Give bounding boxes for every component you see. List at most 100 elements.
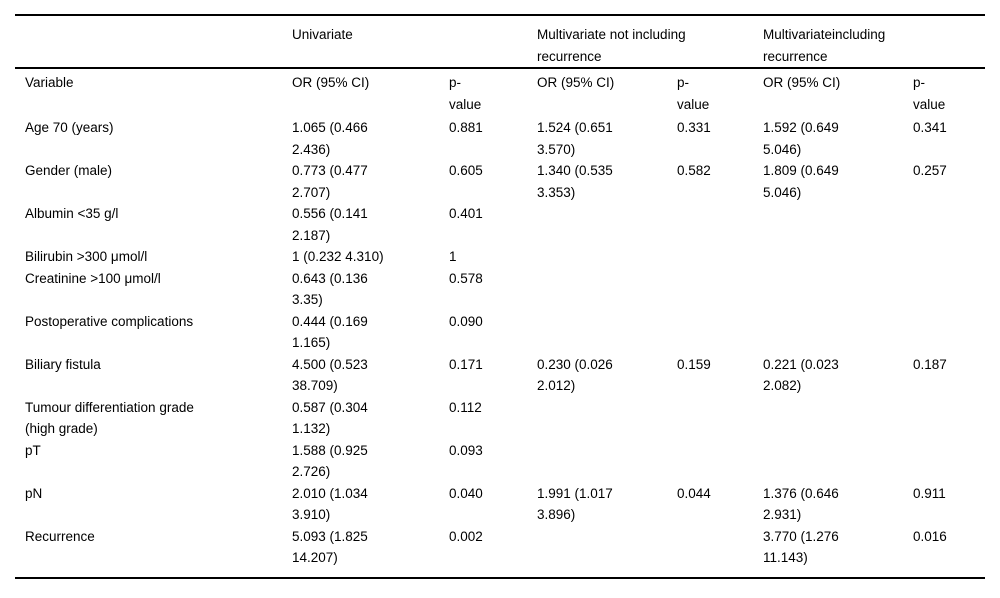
row-variable: Biliary fistula — [25, 356, 101, 372]
cell-p: 0.093 — [449, 442, 483, 458]
cell-or: 1.809 (0.649 5.046) — [763, 163, 839, 200]
cell-or — [763, 203, 913, 246]
cell-or: 0.556 (0.141 2.187) — [292, 206, 368, 243]
cell-p — [677, 397, 763, 440]
cell-p — [913, 311, 985, 354]
cell-or: 3.770 (1.276 11.143) — [763, 528, 839, 566]
column-header-or-multivariate-recurrence: OR (95% CI) — [763, 75, 841, 90]
cell-or: 0.643 (0.136 3.35) — [292, 270, 368, 308]
table-row: Tumour differentiation grade (high grade… — [15, 397, 985, 440]
column-header-p-multivariate-recurrence: p- value — [913, 75, 946, 112]
cell-p — [913, 203, 985, 246]
cell-p: 0.881 — [449, 120, 483, 135]
cell-or — [537, 397, 677, 440]
column-header-p-multivariate-no-recurrence: p- value — [677, 75, 710, 112]
cell-or — [537, 203, 677, 246]
cell-p: 0.090 — [449, 313, 483, 329]
cell-or — [763, 440, 913, 483]
row-variable: pT — [25, 442, 41, 458]
cell-or: 1.991 (1.017 3.896) — [537, 485, 613, 523]
cell-p: 0.187 — [913, 356, 947, 372]
cell-p: 0.257 — [913, 163, 947, 178]
column-header-or-univariate: OR (95% CI) — [292, 75, 370, 90]
column-header-or-multivariate-no-recurrence: OR (95% CI) — [537, 75, 615, 90]
row-variable: Postoperative complications — [25, 313, 194, 329]
group-header-multivariate-no-recurrence: Multivariate not including recurrence — [537, 15, 763, 69]
cell-p: 0.016 — [913, 528, 947, 544]
cell-p — [677, 246, 763, 268]
cell-or: 1.065 (0.466 2.436) — [292, 120, 368, 157]
cell-or — [763, 311, 913, 354]
cell-p: 0.159 — [677, 356, 711, 372]
row-variable: Age 70 (years) — [25, 120, 114, 135]
cell-or: 0.587 (0.304 1.132) — [292, 399, 368, 437]
cell-p — [913, 246, 985, 268]
cell-or — [537, 311, 677, 354]
cell-p: 0.605 — [449, 163, 483, 178]
cell-p: 0.582 — [677, 163, 711, 178]
cell-or — [537, 246, 677, 268]
group-header-multivariate-recurrence: Multivariateincluding recurrence — [763, 15, 985, 69]
row-variable: Creatinine >100 μmol/l — [25, 270, 161, 286]
table-row: pN 2.010 (1.034 3.910) 0.040 1.991 (1.01… — [15, 483, 985, 526]
cell-p: 0.911 — [913, 485, 946, 501]
cell-or — [763, 246, 913, 268]
cell-or — [537, 526, 677, 578]
cell-p: 0.002 — [449, 528, 483, 544]
cell-p: 0.578 — [449, 270, 483, 286]
row-variable: Recurrence — [25, 528, 95, 544]
cell-or: 0.221 (0.023 2.082) — [763, 356, 839, 394]
cell-or: 0.773 (0.477 2.707) — [292, 163, 368, 200]
cell-or: 4.500 (0.523 38.709) — [292, 356, 368, 394]
cell-p — [913, 268, 985, 311]
cell-p: 0.331 — [677, 120, 711, 135]
group-header-univariate: Univariate — [292, 15, 537, 69]
cell-p — [677, 268, 763, 311]
cell-p — [677, 311, 763, 354]
cell-or — [537, 440, 677, 483]
table-row: Gender (male) 0.773 (0.477 2.707) 0.605 … — [15, 160, 985, 203]
cell-or: 1.376 (0.646 2.931) — [763, 485, 839, 523]
cell-p: 0.040 — [449, 485, 483, 501]
cell-p — [677, 203, 763, 246]
cell-p: 0.171 — [449, 356, 483, 372]
cell-p — [913, 397, 985, 440]
table-row: Recurrence 5.093 (1.825 14.207) 0.002 3.… — [15, 526, 985, 578]
cell-p — [677, 440, 763, 483]
row-variable: Bilirubin >300 μmol/l — [25, 249, 148, 264]
table-row: Bilirubin >300 μmol/l 1 (0.232 4.310) 1 — [15, 246, 985, 268]
cell-p: 0.112 — [449, 399, 482, 415]
group-header-row: Univariate Multivariate not including re… — [15, 15, 985, 69]
row-variable: Albumin <35 g/l — [25, 206, 119, 221]
column-header-variable: Variable — [25, 75, 74, 90]
cell-or: 2.010 (1.034 3.910) — [292, 485, 368, 523]
cell-or: 5.093 (1.825 14.207) — [292, 528, 368, 566]
cell-or: 0.444 (0.169 1.165) — [292, 313, 368, 351]
cell-or: 1.340 (0.535 3.353) — [537, 163, 613, 200]
cell-or — [763, 268, 913, 311]
cell-or: 1.588 (0.925 2.726) — [292, 442, 368, 480]
cell-p: 1 — [449, 249, 457, 264]
table-row: pT 1.588 (0.925 2.726) 0.093 — [15, 440, 985, 483]
cell-or: 0.230 (0.026 2.012) — [537, 356, 613, 394]
table-row: Creatinine >100 μmol/l 0.643 (0.136 3.35… — [15, 268, 985, 311]
row-variable: pN — [25, 485, 43, 501]
cell-or: 1 (0.232 4.310) — [292, 249, 384, 264]
cell-p: 0.401 — [449, 206, 483, 221]
results-table: Univariate Multivariate not including re… — [15, 14, 985, 579]
table-row: Postoperative complications 0.444 (0.169… — [15, 311, 985, 354]
cell-or — [763, 397, 913, 440]
cell-p — [913, 440, 985, 483]
table-row: Albumin <35 g/l 0.556 (0.141 2.187) 0.40… — [15, 203, 985, 246]
cell-p: 0.341 — [913, 120, 947, 135]
cell-p: 0.044 — [677, 485, 711, 501]
row-variable: Tumour differentiation grade (high grade… — [25, 399, 194, 437]
cell-or — [537, 268, 677, 311]
group-header-spacer — [15, 15, 292, 69]
column-header-p-univariate: p- value — [449, 75, 482, 112]
cell-or: 1.592 (0.649 5.046) — [763, 120, 839, 157]
table-row: Age 70 (years) 1.065 (0.466 2.436) 0.881… — [15, 115, 985, 160]
column-header-row: Variable OR (95% CI) p- value OR (95% CI… — [15, 68, 985, 115]
table-row: Biliary fistula 4.500 (0.523 38.709) 0.1… — [15, 354, 985, 397]
